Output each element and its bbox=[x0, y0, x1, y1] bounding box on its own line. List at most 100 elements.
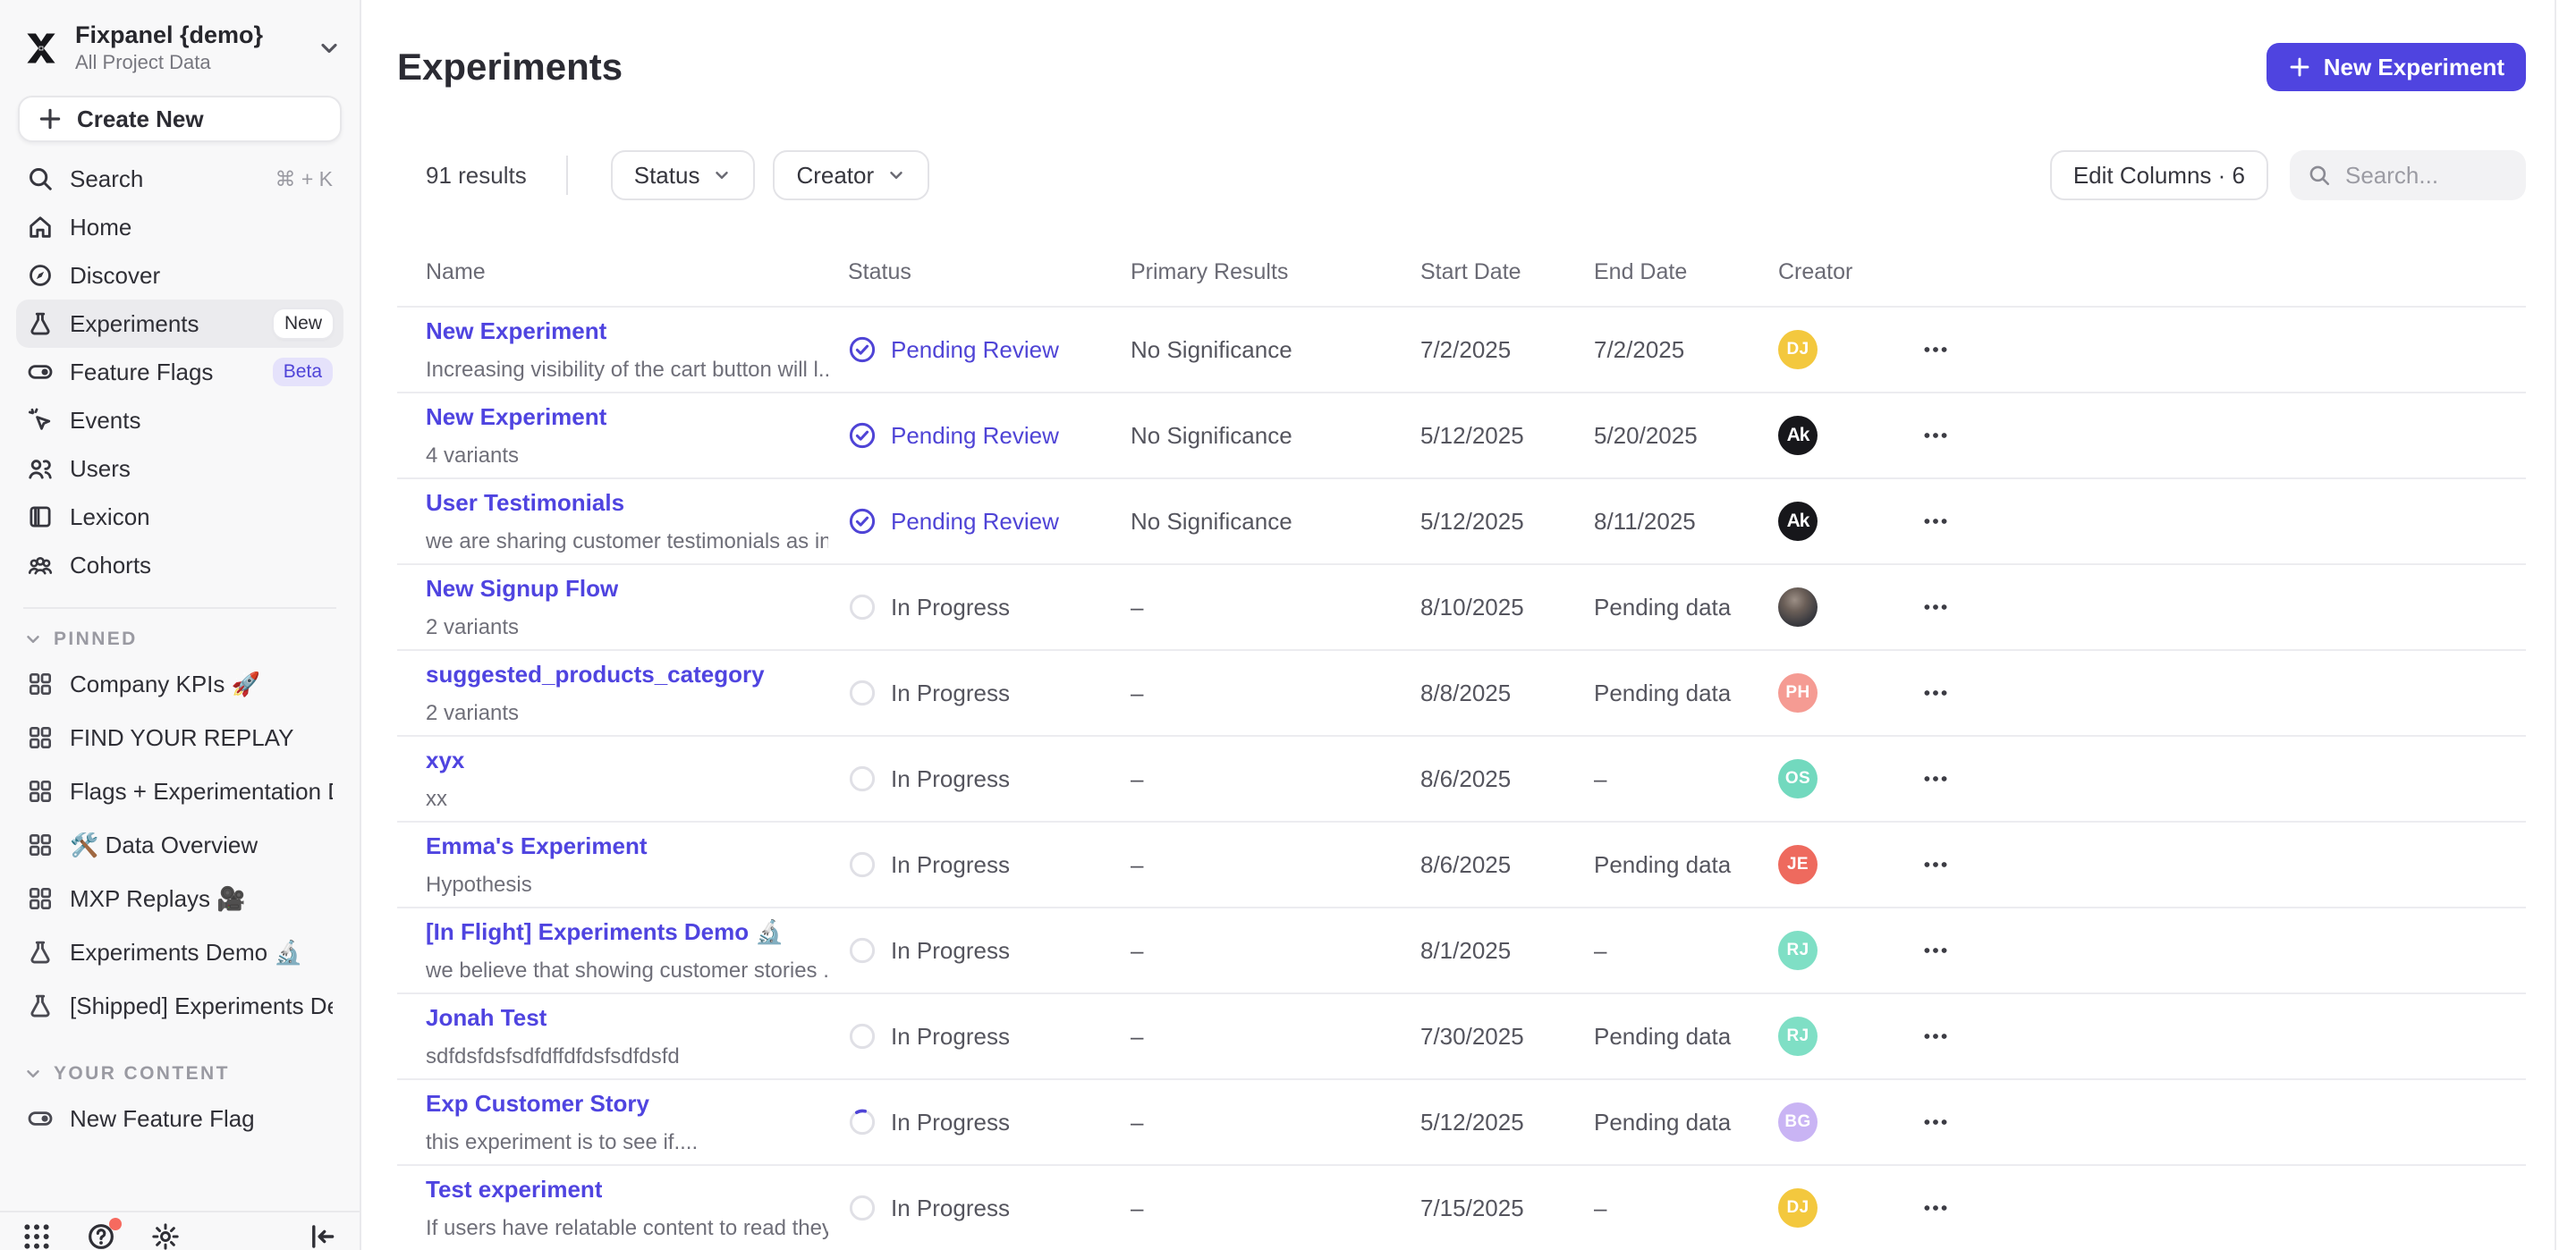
apps-icon[interactable] bbox=[21, 1221, 52, 1250]
experiment-name-link[interactable]: Jonah Test bbox=[426, 1003, 547, 1031]
experiment-name-link[interactable]: [In Flight] Experiments Demo 🔬 bbox=[426, 917, 784, 945]
row-menu-button[interactable] bbox=[1918, 847, 1953, 883]
status-check-circle-icon bbox=[848, 421, 877, 450]
chevron-down-icon bbox=[712, 165, 732, 185]
table-row[interactable]: New Signup Flow 2 variants In Progress –… bbox=[397, 565, 2526, 651]
sidebar-item-home[interactable]: Home bbox=[16, 203, 343, 251]
start-date-cell: 7/30/2025 bbox=[1420, 1022, 1524, 1050]
status-cell: Pending Review bbox=[848, 421, 1131, 450]
experiment-name-link[interactable]: New Signup Flow bbox=[426, 574, 619, 602]
sidebar-item-data-overview[interactable]: 🛠️ Data Overview bbox=[16, 818, 343, 872]
creator-filter-button[interactable]: Creator bbox=[773, 150, 930, 200]
sidebar-item-find-your-replay[interactable]: FIND YOUR REPLAY bbox=[16, 711, 343, 764]
row-menu-button[interactable] bbox=[1918, 933, 1953, 968]
sidebar-item-mxp-replays[interactable]: MXP Replays 🎥 bbox=[16, 872, 343, 925]
experiment-description: Hypothesis bbox=[426, 872, 532, 897]
status-cell: In Progress bbox=[848, 1194, 1131, 1222]
sidebar-item-events[interactable]: Events bbox=[16, 396, 343, 444]
row-menu-button[interactable] bbox=[1918, 332, 1953, 367]
experiment-description: this experiment is to see if.... bbox=[426, 1129, 699, 1154]
start-date-cell: 5/12/2025 bbox=[1420, 1108, 1524, 1136]
help-icon[interactable] bbox=[86, 1218, 122, 1250]
sidebar-item-feature-flags[interactable]: Feature Flags Beta bbox=[16, 348, 343, 396]
sidebar-item-label: [Shipped] Experiments Demo 🖊️ bbox=[70, 992, 333, 1019]
section-header-your-content[interactable]: YOUR CONTENT bbox=[0, 1056, 360, 1092]
start-date-cell: 7/15/2025 bbox=[1420, 1194, 1524, 1221]
end-date-cell: Pending data bbox=[1594, 1108, 1732, 1136]
search-input[interactable] bbox=[2345, 161, 2508, 190]
table-row[interactable]: User Testimonials we are sharing custome… bbox=[397, 479, 2526, 565]
sidebar-item-new-feature-flag[interactable]: New Feature Flag bbox=[16, 1092, 343, 1145]
column-header-name: Name bbox=[426, 258, 486, 284]
row-menu-button[interactable] bbox=[1918, 1104, 1953, 1140]
table-row[interactable]: Jonah Test sdfdsfdsfsdfdffdfdsfsdfdsfd I… bbox=[397, 994, 2526, 1080]
row-menu-button[interactable] bbox=[1918, 503, 1953, 539]
fixpanel-logo-icon bbox=[21, 29, 61, 68]
sidebar-item-flags-experimentation-demo[interactable]: Flags + Experimentation Demo , bbox=[16, 764, 343, 818]
scrollbar-gutter[interactable] bbox=[2555, 0, 2576, 1250]
settings-icon[interactable] bbox=[150, 1221, 181, 1250]
row-menu-button[interactable] bbox=[1918, 589, 1953, 625]
sidebar-footer bbox=[0, 1211, 360, 1250]
table-row[interactable]: Exp Customer Story this experiment is to… bbox=[397, 1080, 2526, 1166]
experiment-name-link[interactable]: Emma's Experiment bbox=[426, 832, 648, 859]
sidebar-item-shipped-experiments-demo[interactable]: [Shipped] Experiments Demo 🖊️ bbox=[16, 979, 343, 1033]
cohorts-icon bbox=[27, 552, 54, 579]
creator-avatar bbox=[1778, 587, 1818, 627]
status-label: Pending Review bbox=[891, 421, 1059, 449]
primary-results-cell: – bbox=[1131, 593, 1144, 621]
experiment-name-link[interactable]: New Experiment bbox=[426, 317, 607, 344]
sidebar-item-label: MXP Replays 🎥 bbox=[70, 884, 246, 912]
badge-beta: Beta bbox=[272, 358, 333, 386]
status-label: In Progress bbox=[891, 679, 1010, 706]
sidebar-item-company-kpis[interactable]: Company KPIs 🚀 bbox=[16, 657, 343, 711]
section-title: YOUR CONTENT bbox=[54, 1063, 230, 1084]
experiment-name-link[interactable]: User Testimonials bbox=[426, 488, 625, 516]
row-menu-button[interactable] bbox=[1918, 418, 1953, 453]
table-row[interactable]: New Experiment 4 variants Pending Review… bbox=[397, 393, 2526, 479]
table-row[interactable]: New Experiment Increasing visibility of … bbox=[397, 308, 2526, 393]
status-filter-button[interactable]: Status bbox=[610, 150, 756, 200]
create-new-button[interactable]: Create New bbox=[18, 96, 342, 142]
table-row[interactable]: Emma's Experiment Hypothesis In Progress… bbox=[397, 823, 2526, 908]
row-menu-button[interactable] bbox=[1918, 761, 1953, 797]
collapse-sidebar-icon[interactable] bbox=[308, 1221, 338, 1250]
experiment-name-link[interactable]: Test experiment bbox=[426, 1175, 603, 1203]
table-row[interactable]: Test experiment If users have relatable … bbox=[397, 1166, 2526, 1250]
sidebar-item-cohorts[interactable]: Cohorts bbox=[16, 541, 343, 589]
sidebar-item-experiments-demo[interactable]: Experiments Demo 🔬 bbox=[16, 925, 343, 979]
toggle-icon bbox=[27, 1105, 54, 1132]
status-check-circle-icon bbox=[848, 335, 877, 364]
sidebar-item-discover[interactable]: Discover bbox=[16, 251, 343, 300]
sidebar-item-experiments[interactable]: Experiments New bbox=[16, 300, 343, 348]
chevron-down-icon[interactable] bbox=[317, 36, 342, 61]
experiment-description: we believe that showing customer stories… bbox=[426, 958, 828, 983]
row-menu-button[interactable] bbox=[1918, 1190, 1953, 1226]
edit-columns-button[interactable]: Edit Columns · 6 bbox=[2049, 150, 2268, 200]
workspace-name: Fixpanel {demo} bbox=[75, 21, 264, 48]
primary-results-cell: – bbox=[1131, 936, 1144, 964]
sidebar-item-lexicon[interactable]: Lexicon bbox=[16, 493, 343, 541]
creator-avatar: OS bbox=[1778, 759, 1818, 798]
experiments-table: New Experiment Increasing visibility of … bbox=[397, 308, 2526, 1250]
table-row[interactable]: xyx xx In Progress – 8/6/2025 – OS bbox=[397, 737, 2526, 823]
workspace-switcher[interactable]: Fixpanel {demo} All Project Data bbox=[0, 0, 360, 74]
row-menu-button[interactable] bbox=[1918, 1018, 1953, 1054]
end-date-cell: Pending data bbox=[1594, 593, 1732, 621]
end-date-cell: Pending data bbox=[1594, 1022, 1732, 1050]
experiment-description: we are sharing customer testimonials as … bbox=[426, 528, 828, 553]
experiment-name-link[interactable]: New Experiment bbox=[426, 402, 607, 430]
row-menu-button[interactable] bbox=[1918, 675, 1953, 711]
experiment-name-link[interactable]: suggested_products_category bbox=[426, 660, 765, 688]
table-row[interactable]: suggested_products_category 2 variants I… bbox=[397, 651, 2526, 737]
experiment-name-link[interactable]: Exp Customer Story bbox=[426, 1089, 649, 1117]
table-row[interactable]: [In Flight] Experiments Demo 🔬 we believ… bbox=[397, 908, 2526, 994]
new-experiment-button[interactable]: New Experiment bbox=[2266, 43, 2526, 91]
sidebar-item-users[interactable]: Users bbox=[16, 444, 343, 493]
section-header-pinned[interactable]: PINNED bbox=[0, 621, 360, 657]
notification-dot bbox=[109, 1218, 122, 1230]
main-content: Experiments New Experiment 91 results St… bbox=[361, 0, 2576, 1250]
status-cell: In Progress bbox=[848, 764, 1131, 793]
experiment-name-link[interactable]: xyx bbox=[426, 746, 465, 773]
sidebar-item-search[interactable]: Search ⌘ + K bbox=[16, 155, 343, 203]
